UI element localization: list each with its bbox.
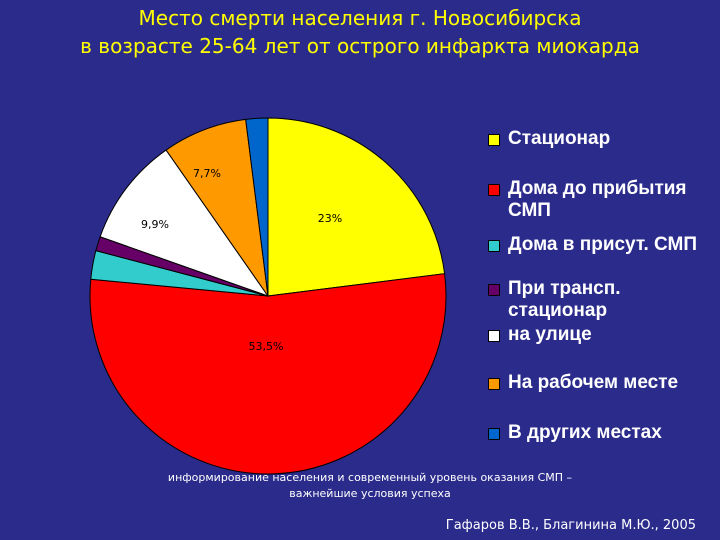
pie-slice-4 — [99, 149, 270, 297]
legend-label-0: Стационар — [508, 128, 611, 149]
pie-slice-1 — [89, 273, 447, 475]
footer-line-1: информирование населения и современный у… — [167, 471, 573, 484]
author-credit: Гафаров В.В., Благинина М.Ю., 2005 — [445, 518, 696, 533]
legend-label-5: На рабочем месте — [508, 372, 679, 393]
footer-line-2: важнейшие условия успеха — [289, 487, 451, 500]
title-line-2: в возрасте 25-64 лет от острого инфаркта… — [80, 34, 640, 58]
legend-swatch-4 — [488, 330, 500, 342]
slice-label-1: 53,5% — [249, 340, 284, 353]
legend-swatch-2 — [488, 240, 500, 252]
legend-label-2: Дома в присут. СМП — [508, 234, 698, 255]
legend-swatch-5 — [488, 378, 500, 390]
title-line-1: Место смерти населения г. Новосибирска — [138, 6, 582, 30]
legend-label-4: на улице — [508, 324, 592, 345]
legend-swatch-1 — [488, 184, 500, 196]
chart-title: Место смерти населения г. Новосибирска в… — [0, 4, 720, 60]
legend-swatch-6 — [488, 428, 500, 440]
slice-label-0: 23% — [318, 212, 342, 225]
slice-label-5: 7,7% — [193, 167, 221, 180]
legend-label-1: Дома до прибытия СМП — [508, 178, 687, 221]
legend-label-3: При трансп. стационар — [508, 278, 621, 321]
legend-label-6: В других местах — [508, 422, 662, 443]
legend-swatch-0 — [488, 134, 500, 146]
footer-note: информирование населения и современный у… — [120, 470, 620, 502]
pie-slice-0 — [267, 117, 446, 297]
slice-label-4: 9,9% — [141, 218, 169, 231]
legend-swatch-3 — [488, 284, 500, 296]
pie-slice-6 — [245, 117, 269, 297]
